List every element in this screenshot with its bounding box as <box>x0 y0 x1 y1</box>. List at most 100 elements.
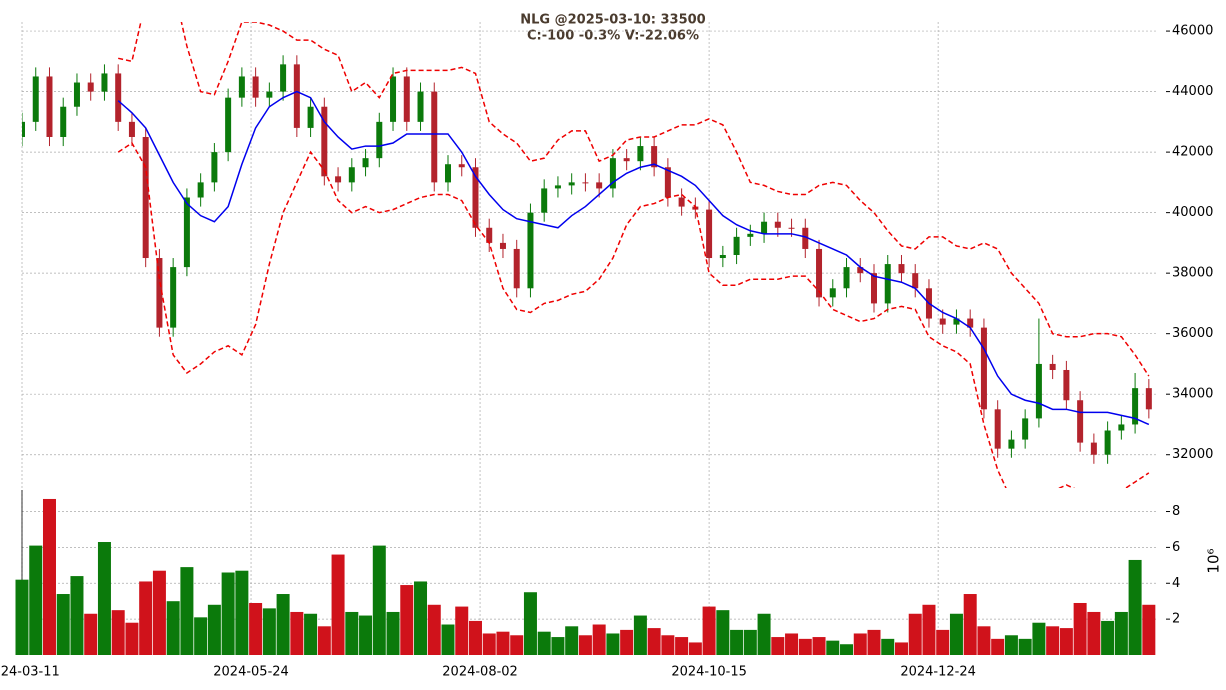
candle-body <box>362 158 369 168</box>
volume-bar <box>963 594 977 655</box>
volume-bar <box>730 629 744 655</box>
volume-bar <box>235 570 249 655</box>
candle-body <box>609 158 616 189</box>
volume-bar <box>853 633 867 655</box>
volume-bar <box>606 633 620 655</box>
volume-bar <box>1114 611 1128 655</box>
y-tick-label: 4 <box>1172 576 1180 591</box>
volume-bar <box>1101 620 1115 655</box>
candle-body <box>266 91 273 98</box>
volume-bar <box>111 610 125 655</box>
volume-bar <box>826 640 840 655</box>
candle-body <box>678 197 685 207</box>
candle-body <box>115 73 122 122</box>
y-tick-label: 38000 <box>1172 266 1213 281</box>
candle-body <box>596 182 603 189</box>
volume-bar <box>1032 622 1046 655</box>
volume-bar <box>798 638 812 655</box>
candle-body <box>541 188 548 213</box>
candle-body <box>706 209 713 259</box>
candle-body <box>307 106 314 128</box>
volume-bar <box>991 638 1005 655</box>
candle-body <box>252 76 259 98</box>
candle-body <box>183 197 190 268</box>
candle-body <box>774 221 781 228</box>
candle-body <box>156 258 163 328</box>
candle-body <box>1145 388 1152 410</box>
x-tick-label: 2024-10-15 <box>671 665 747 680</box>
volume-bar <box>249 602 263 655</box>
volume-bar <box>1018 638 1032 655</box>
volume-bar <box>56 594 70 655</box>
volume-bar <box>894 642 908 655</box>
volume-bar <box>1128 559 1142 655</box>
candle-body <box>1077 400 1084 443</box>
volume-bar <box>482 633 496 655</box>
candle-body <box>458 164 465 168</box>
y-tick-label: 6 <box>1172 540 1180 555</box>
volume-bar <box>716 610 730 655</box>
candle-body <box>390 76 397 122</box>
candle-body <box>623 158 630 162</box>
x-tick-label: 2024-12-24 <box>900 665 976 680</box>
volume-bar <box>276 594 290 655</box>
volume-bar <box>1087 611 1101 655</box>
candle-body <box>843 267 850 289</box>
candle-body <box>554 185 561 189</box>
volume-bar <box>592 624 606 655</box>
candle-body <box>967 318 974 328</box>
volume-bar <box>523 592 537 655</box>
candle-body <box>637 146 644 162</box>
candle-body <box>280 64 287 92</box>
volume-bar <box>840 644 854 655</box>
candle-body <box>816 248 823 298</box>
candle-body <box>719 255 726 259</box>
volume-bar <box>455 606 469 655</box>
candle-body <box>499 242 506 249</box>
candle-body <box>871 273 877 304</box>
candle-body <box>898 264 905 274</box>
volume-bar <box>400 585 414 655</box>
volume-bar <box>565 626 579 655</box>
volume-bar <box>290 611 304 655</box>
volume-axis-label: 10⁶ <box>1205 548 1223 573</box>
candle-body <box>211 152 218 183</box>
volume-bar <box>702 606 716 655</box>
candle-body <box>1132 388 1139 425</box>
volume-bar <box>84 613 98 655</box>
candle-body <box>829 288 836 298</box>
candle-body <box>32 76 39 122</box>
volume-bar <box>908 613 922 655</box>
candle-body <box>170 267 177 328</box>
x-tick-label: 2024-05-24 <box>213 665 289 680</box>
candle-body <box>761 221 768 234</box>
candle-body <box>747 233 754 237</box>
candle-body <box>22 121 25 137</box>
y-tick-label: 32000 <box>1172 447 1213 462</box>
candle-body <box>417 91 424 122</box>
candle-body <box>321 106 328 177</box>
y-tick-label: 36000 <box>1172 326 1213 341</box>
candle-body <box>953 318 960 325</box>
band-line <box>117 90 1150 426</box>
candle-body <box>733 236 740 255</box>
volume-bar <box>139 581 153 655</box>
volume-bar <box>936 629 950 655</box>
candle-body <box>87 82 94 92</box>
volume-bar <box>468 620 482 655</box>
band-line <box>117 141 1150 488</box>
candle-body <box>73 82 80 107</box>
volume-bar <box>152 570 166 655</box>
candle-body <box>912 273 919 289</box>
candle-body <box>486 227 493 243</box>
candle-body <box>527 212 534 289</box>
candle-body <box>664 167 671 198</box>
volume-bar <box>180 567 194 655</box>
candle-body <box>197 182 204 198</box>
candle-body <box>582 182 589 184</box>
volume-bar <box>331 554 345 655</box>
volume-bar <box>317 626 331 655</box>
y-tick-label: 34000 <box>1172 387 1213 402</box>
volume-bar <box>345 611 359 655</box>
price-panel <box>22 22 1152 488</box>
